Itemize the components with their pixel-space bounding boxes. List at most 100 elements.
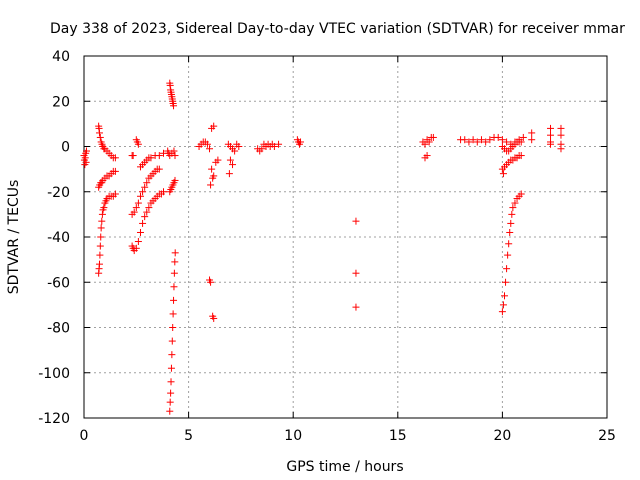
data-point-marker (167, 378, 175, 386)
data-point-marker (159, 188, 167, 196)
data-point-marker (352, 217, 360, 225)
data-point-marker (214, 156, 222, 164)
data-point-marker (231, 147, 239, 155)
y-tick-label: 40 (52, 49, 70, 65)
data-point-marker (171, 249, 179, 257)
data-point-marker (141, 183, 149, 191)
data-point-marker (143, 179, 151, 187)
data-point-marker (547, 124, 555, 132)
data-point-marker (499, 170, 507, 178)
series-segment-t (498, 152, 525, 178)
data-point-marker (111, 154, 119, 162)
data-point-marker (170, 296, 178, 304)
data-point-marker (547, 131, 555, 139)
data-point-marker (96, 251, 104, 259)
data-point-marker (206, 145, 214, 153)
series-segment-s (498, 190, 525, 316)
y-tick-label: -60 (47, 275, 70, 291)
data-point-marker (97, 224, 105, 232)
data-point-marker (139, 188, 147, 196)
data-point-marker (96, 133, 104, 141)
data-point-marker (155, 165, 163, 173)
data-point-marker (235, 143, 243, 150)
data-point-marker (486, 136, 494, 144)
y-tick-label: -40 (47, 230, 70, 246)
data-point-marker (498, 136, 506, 144)
data-point-marker (96, 242, 104, 250)
data-point-marker (136, 228, 144, 236)
data-point-marker (421, 140, 429, 148)
data-point-marker (210, 314, 218, 322)
x-tick-label: 10 (284, 428, 302, 444)
data-point-marker (557, 145, 565, 153)
series-segment-e (128, 188, 167, 255)
data-point-marker (95, 260, 103, 268)
series-segment-j (166, 176, 179, 196)
data-point-marker (170, 102, 178, 110)
y-tick-label: -120 (38, 411, 70, 427)
data-point-marker (171, 258, 179, 266)
data-point-marker (207, 181, 215, 189)
data-point-marker (352, 269, 360, 277)
series-segment-d (95, 122, 119, 162)
data-point-marker (517, 152, 525, 160)
data-point-marker (129, 152, 137, 160)
data-point-marker (167, 389, 175, 397)
data-point-marker (517, 190, 525, 198)
x-ticks: 0 5 10 15 20 25 (80, 56, 616, 444)
data-point-marker (210, 172, 218, 180)
data-point-marker (134, 140, 142, 148)
data-point-marker (505, 240, 513, 248)
data-point-marker (203, 140, 211, 148)
data-point-marker (171, 176, 179, 184)
data-point-marker (132, 204, 140, 212)
data-point-marker (557, 131, 565, 139)
data-point-marker (167, 364, 175, 372)
data-point-marker (170, 283, 178, 291)
data-point-marker (517, 138, 525, 146)
data-point-marker (98, 217, 106, 225)
series-segment-p (352, 217, 360, 311)
data-point-marker (169, 310, 177, 318)
y-tick-label: -20 (47, 185, 70, 201)
data-point-marker (423, 152, 431, 160)
data-point-marker (111, 190, 119, 198)
series-segment-g (128, 136, 167, 171)
series-segment-b (95, 190, 119, 277)
data-point-marker (134, 199, 142, 207)
x-tick-label: 15 (389, 428, 407, 444)
data-point-marker (132, 244, 140, 252)
data-point-marker (166, 398, 174, 406)
data-point-marker (210, 122, 218, 130)
data-point-marker (170, 269, 178, 277)
chart-title: Day 338 of 2023, Sidereal Day-to-day VTE… (50, 21, 625, 37)
data-point-marker (168, 351, 176, 359)
data-point-marker (168, 337, 176, 345)
x-axis-label: GPS time / hours (286, 459, 403, 475)
data-point-marker (494, 133, 502, 141)
x-tick-label: 20 (493, 428, 511, 444)
data-point-marker (503, 138, 511, 146)
data-point-marker (509, 204, 517, 212)
series-segment-k (166, 249, 179, 415)
x-tick-label: 0 (80, 428, 89, 444)
data-point-marker (166, 407, 174, 415)
y-tick-label: 20 (52, 94, 70, 110)
data-point-marker (519, 133, 527, 141)
data-point-marker (134, 238, 142, 246)
data-point-marker (139, 219, 147, 227)
data-point-marker (297, 138, 305, 146)
y-tick-label: -80 (47, 321, 70, 337)
data-point-marker (147, 154, 155, 162)
data-point-marker (136, 192, 144, 200)
data-point-marker (256, 147, 264, 155)
data-point-marker (508, 210, 516, 218)
data-point-marker (141, 213, 149, 221)
series-segment-i (166, 79, 178, 110)
series-segment-l (195, 122, 222, 322)
series-segment-u (498, 138, 525, 155)
data-point-marker (507, 219, 515, 227)
data-point-marker (429, 133, 437, 141)
data-point-marker (473, 138, 481, 146)
x-tick-label: 5 (184, 428, 193, 444)
